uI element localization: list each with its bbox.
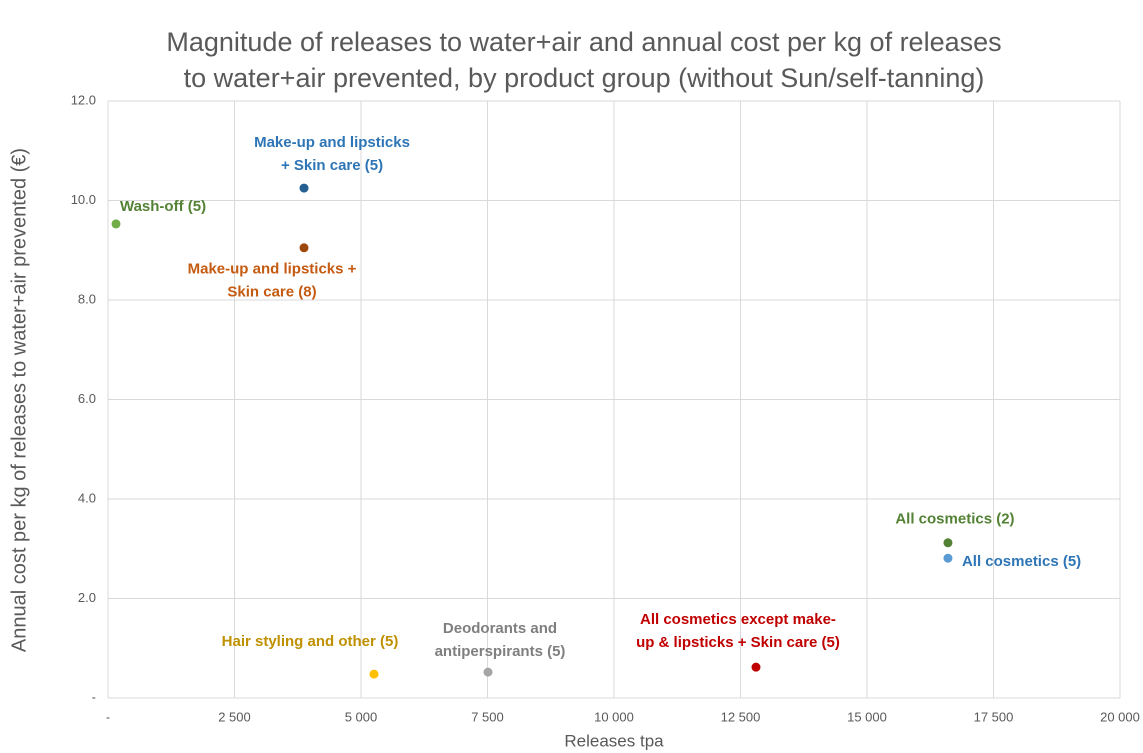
point (751, 662, 761, 672)
y-tick-label: 6.0 (78, 391, 96, 406)
point-label: Hair styling and other (5) (222, 633, 399, 650)
point-label: Make-up and lipsticks + (188, 261, 357, 278)
x-tick-label: 20 000 (1100, 709, 1140, 724)
point-label: All cosmetics (2) (895, 511, 1014, 528)
point-label: All cosmetics except make- (640, 611, 836, 628)
point-label: up & lipsticks + Skin care (5) (636, 634, 840, 651)
point-label: Wash-off (5) (120, 198, 206, 215)
point-label: Deodorants and (443, 620, 557, 637)
point-label: + Skin care (5) (281, 157, 383, 174)
x-axis-label: Releases tpa (564, 731, 664, 750)
x-tick-label: 12 500 (721, 709, 761, 724)
y-tick-label: 2.0 (78, 590, 96, 605)
y-tick-label: 10.0 (71, 192, 96, 207)
y-tick-label: - (92, 689, 96, 704)
point (111, 219, 121, 229)
point-label: Skin care (8) (227, 284, 316, 301)
x-tick-label: 2 500 (218, 709, 251, 724)
point (299, 243, 309, 253)
x-tick-label: - (106, 709, 110, 724)
point (943, 553, 953, 563)
point (369, 669, 379, 679)
point-label: All cosmetics (5) (962, 553, 1081, 570)
point (943, 538, 953, 548)
x-tick-label: 7 500 (471, 709, 504, 724)
x-tick-label: 5 000 (345, 709, 378, 724)
x-tick-label: 15 000 (847, 709, 887, 724)
point-label: Make-up and lipsticks (254, 134, 410, 151)
point (299, 183, 309, 193)
chart-title: to water+air prevented, by product group… (184, 63, 985, 93)
y-axis-label: Annual cost per kg of releases to water+… (8, 148, 30, 652)
x-tick-label: 17 500 (974, 709, 1014, 724)
y-tick-label: 8.0 (78, 291, 96, 306)
x-tick-label: 10 000 (594, 709, 634, 724)
y-tick-label: 12.0 (71, 92, 96, 107)
point-label: antiperspirants (5) (435, 643, 566, 660)
chart-title: Magnitude of releases to water+air and a… (166, 27, 1001, 57)
y-tick-label: 4.0 (78, 490, 96, 505)
point (483, 667, 493, 677)
